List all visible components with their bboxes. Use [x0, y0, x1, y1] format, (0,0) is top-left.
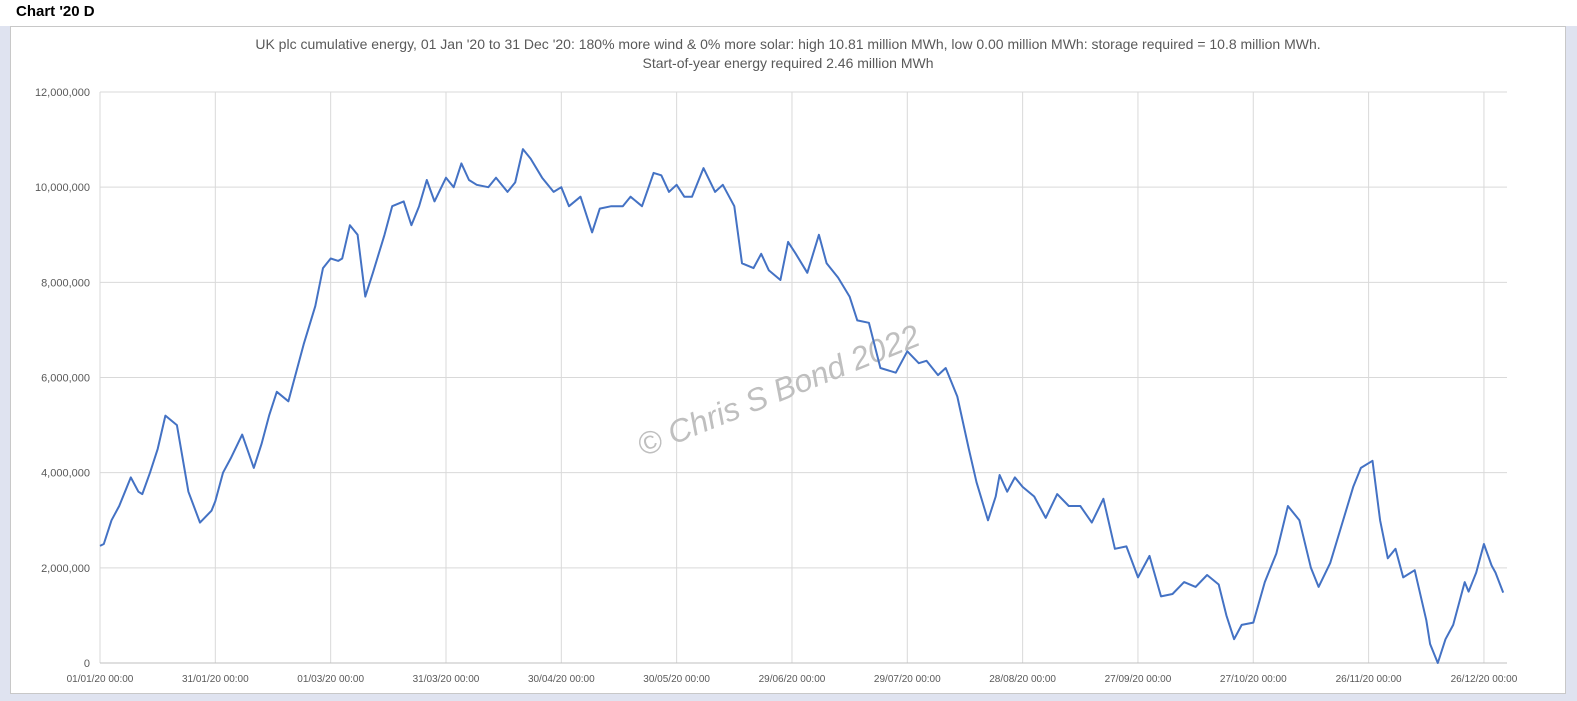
x-tick-label: 26/12/20 00:00 — [1451, 674, 1518, 685]
x-tick-label: 30/04/20 00:00 — [528, 674, 595, 685]
series-line — [99, 148, 1505, 664]
y-tick-label: 6,000,000 — [41, 373, 90, 385]
chart-title: UK plc cumulative energy, 01 Jan '20 to … — [255, 36, 1321, 52]
x-tick-label: 29/07/20 00:00 — [874, 674, 941, 685]
x-tick-label: 01/03/20 00:00 — [297, 674, 364, 685]
chart-title-block: UK plc cumulative energy, 01 Jan '20 to … — [11, 35, 1565, 73]
y-tick-label: 8,000,000 — [41, 277, 90, 289]
x-tick-label: 31/03/20 00:00 — [413, 674, 480, 685]
x-axis-ticks: 01/01/20 00:00 31/01/20 00:00 01/03/20 00:… — [67, 674, 1518, 685]
x-tick-label: 30/05/20 00:00 — [643, 674, 710, 685]
x-tick-label: 26/11/20 00:00 — [1336, 674, 1402, 685]
y-axis-ticks: 0 2,000,000 4,000,000 6,000,000 8,000,000 10,… — [35, 87, 90, 670]
x-tick-label: 29/06/20 00:00 — [759, 674, 826, 685]
y-tick-label: 10,000,000 — [35, 182, 90, 194]
sheet-tab-label: Chart '20 D — [16, 3, 95, 20]
x-tick-label: 01/01/20 00:00 — [67, 674, 134, 685]
y-tick-label: 0 — [84, 658, 90, 670]
line-chart: 0 2,000,000 4,000,000 6,000,000 8,000,000 10,… — [35, 87, 1518, 685]
chart-area[interactable]: UK plc cumulative energy, 01 Jan '20 to … — [10, 26, 1566, 694]
x-tick-label: 27/09/20 00:00 — [1105, 674, 1172, 685]
series-group — [99, 148, 1505, 664]
x-tick-label: 31/01/20 00:00 — [182, 674, 249, 685]
x-tick-label: 27/10/20 00:00 — [1220, 674, 1287, 685]
y-tick-label: 12,000,000 — [35, 87, 90, 99]
watermark: © Chris S Bond 2022 — [632, 317, 925, 463]
x-tick-label: 28/08/20 00:00 — [989, 674, 1056, 685]
chart-subtitle: Start-of-year energy required 2.46 milli… — [642, 55, 934, 71]
y-tick-label: 4,000,000 — [41, 468, 90, 480]
gridlines — [99, 91, 1507, 664]
y-tick-label: 2,000,000 — [41, 563, 90, 575]
sheet-header: Chart '20 D — [0, 0, 1577, 26]
